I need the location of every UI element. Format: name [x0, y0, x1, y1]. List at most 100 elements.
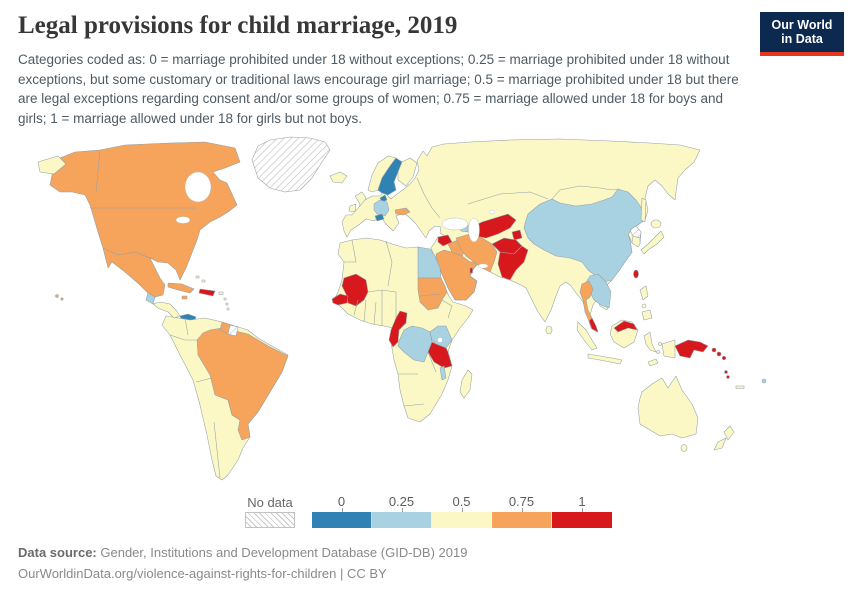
country-south-korea[interactable]: [631, 235, 641, 248]
lake-victoria: [437, 337, 443, 343]
owid-logo-line2: in Data: [781, 32, 823, 46]
data-source-line: Data source: Gender, Institutions and De…: [18, 543, 467, 564]
country-sudan[interactable]: [417, 277, 448, 311]
country-japan-hokkaido[interactable]: [650, 219, 662, 229]
country-jamaica[interactable]: [181, 295, 188, 300]
country-ireland[interactable]: [348, 203, 357, 213]
country-timor[interactable]: [647, 358, 659, 367]
country-moluccas-2[interactable]: [656, 350, 660, 354]
country-tanzania[interactable]: [427, 341, 453, 369]
legend-bin-0[interactable]: 0: [312, 494, 372, 528]
country-luzon[interactable]: [639, 285, 649, 301]
legend-bin-0.75[interactable]: 0.75: [492, 494, 552, 528]
country-qatar[interactable]: [469, 267, 473, 274]
country-brazil[interactable]: [196, 327, 289, 441]
country-borders-africa: [344, 239, 453, 407]
country-solomon-islands[interactable]: [711, 347, 717, 353]
country-suriname[interactable]: [227, 324, 239, 337]
country-malaysia[interactable]: [588, 317, 599, 333]
country-syria[interactable]: [437, 234, 453, 247]
country-bahamas[interactable]: [195, 275, 200, 279]
country-borders: [90, 149, 197, 259]
country-turkmenistan-uzbekistan[interactable]: [469, 213, 517, 239]
country-pakistan[interactable]: [497, 245, 529, 281]
country-iran[interactable]: [455, 233, 498, 273]
country-hawaii[interactable]: [55, 294, 59, 298]
aral-sea: [488, 209, 496, 215]
country-finland[interactable]: [397, 157, 418, 187]
country-switzerland[interactable]: [374, 213, 385, 222]
country-taiwan[interactable]: [633, 269, 639, 279]
country-lesser-antilles[interactable]: [223, 297, 227, 301]
legend-tick: [521, 508, 523, 512]
country-visayas[interactable]: [641, 303, 647, 309]
country-germany[interactable]: [373, 199, 390, 217]
world-map: [0, 132, 850, 500]
legend-bin-label: 0.5: [452, 494, 471, 509]
country-vanuatu[interactable]: [724, 370, 728, 374]
country-arabian-peninsula[interactable]: [435, 249, 479, 301]
country-thailand[interactable]: [579, 280, 594, 322]
great-lakes: [175, 216, 191, 224]
country-sri-lanka[interactable]: [545, 325, 553, 335]
chart-subtitle: Categories coded as: 0 = marriage prohib…: [18, 52, 739, 126]
country-new-caledonia[interactable]: [735, 385, 745, 389]
country-hawaii-2[interactable]: [60, 297, 64, 301]
country-iceland[interactable]: [329, 171, 348, 184]
country-tasmania[interactable]: [680, 444, 688, 452]
country-japan-honshu[interactable]: [640, 230, 665, 255]
legend-band: 0 0.25 0.5 0.75 1: [312, 494, 612, 528]
country-sulawesi[interactable]: [643, 331, 657, 353]
country-cameroon-gabon[interactable]: [388, 310, 408, 348]
country-lesser-antilles-3[interactable]: [226, 307, 230, 311]
country-nz-south[interactable]: [713, 437, 727, 451]
country-china[interactable]: [523, 188, 646, 283]
country-tajikistan[interactable]: [511, 229, 523, 241]
legend-bin-1[interactable]: 1: [552, 494, 612, 528]
country-java[interactable]: [587, 353, 623, 365]
country-sumatra[interactable]: [576, 321, 598, 351]
country-mindanao[interactable]: [641, 309, 653, 321]
country-hispaniola[interactable]: [198, 288, 216, 297]
country-vanuatu-2[interactable]: [726, 375, 730, 379]
country-cuba[interactable]: [167, 282, 195, 294]
owid-logo-line1: Our World: [771, 18, 833, 32]
owid-logo: Our World in Data: [760, 12, 844, 56]
country-west-papua[interactable]: [661, 339, 676, 359]
country-papua-new-guinea[interactable]: [674, 339, 709, 359]
legend-no-data-label: No data: [247, 495, 293, 510]
country-fiji[interactable]: [761, 378, 767, 384]
country-senegal[interactable]: [331, 293, 349, 306]
legend-bin-0.5[interactable]: 0.5: [432, 494, 492, 528]
country-uganda-kenya[interactable]: [429, 325, 453, 349]
country-puerto-rico[interactable]: [218, 291, 224, 295]
country-russia-east-tip[interactable]: [37, 155, 67, 175]
country-nz-north[interactable]: [723, 425, 735, 441]
country-moluccas[interactable]: [658, 342, 662, 346]
country-solomon-islands-2[interactable]: [716, 351, 722, 357]
legend-bin-label: 1: [578, 494, 586, 509]
country-malaysia-borneo[interactable]: [613, 320, 638, 333]
chart-footer: Data source: Gender, Institutions and De…: [18, 543, 467, 585]
country-mali[interactable]: [341, 273, 369, 307]
mongolia-border: [416, 177, 619, 219]
legend-tick: [341, 508, 343, 512]
country-australia[interactable]: [637, 375, 699, 439]
country-sakhalin[interactable]: [640, 197, 647, 223]
data-source-text: Gender, Institutions and Development Dat…: [100, 545, 468, 560]
hudson-bay: [184, 171, 212, 203]
country-madagascar[interactable]: [459, 369, 473, 399]
country-central-america[interactable]: [152, 301, 181, 319]
persian-gulf: [477, 263, 489, 269]
country-north-america[interactable]: [49, 141, 241, 298]
legend-tick: [582, 508, 583, 512]
country-malawi[interactable]: [439, 365, 447, 381]
country-greenland[interactable]: [251, 136, 331, 193]
legend-bin-0.25[interactable]: 0.25: [372, 494, 432, 528]
legend-no-data-swatch[interactable]: [245, 512, 295, 528]
map-legend: No data 0 0.25 0.5 0.75 1: [245, 494, 612, 528]
country-bahamas-2[interactable]: [201, 279, 206, 283]
country-lesser-antilles-2[interactable]: [225, 302, 229, 306]
country-solomon-islands-3[interactable]: [721, 355, 727, 361]
country-slovakia[interactable]: [394, 207, 411, 216]
